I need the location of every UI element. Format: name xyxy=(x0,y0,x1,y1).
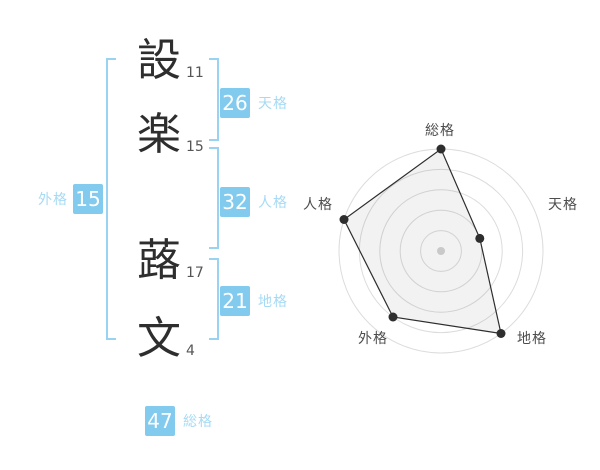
name-character-glyph: 楽 xyxy=(137,109,181,160)
chikaku-bracket xyxy=(209,258,219,340)
gaikaku-score-value: 15 xyxy=(73,184,103,214)
stroke-count-3: 17 xyxy=(186,265,204,281)
tenkaku-bracket xyxy=(209,58,219,141)
radar-ring-2 xyxy=(399,209,483,293)
radar-ring-3 xyxy=(379,189,503,313)
radar-ring-1 xyxy=(420,230,462,272)
tenkaku-score-value: 26 xyxy=(220,88,250,118)
radar-point-4 xyxy=(339,215,349,224)
radar-axis-label-0: 総格 xyxy=(425,123,455,139)
radar-center-dot xyxy=(437,247,445,255)
name-character-glyph: 設 xyxy=(137,35,181,86)
name-character-2: 楽 15 xyxy=(136,109,204,160)
radar-axis-label-2: 地格 xyxy=(517,331,547,347)
jinkaku-score-value: 32 xyxy=(220,187,250,217)
name-character-glyph: 蕗 xyxy=(137,235,181,286)
gaikaku-score-label: 外格 xyxy=(38,192,68,208)
stroke-count-4: 4 xyxy=(186,343,195,359)
radar-point-1 xyxy=(475,233,485,243)
radar-axis-label-1: 天格 xyxy=(548,197,578,213)
jinkaku-score-label: 人格 xyxy=(258,195,288,211)
radar-point-0 xyxy=(436,144,446,154)
gaikaku-bracket xyxy=(106,58,116,340)
radar-axis-label-4: 人格 xyxy=(303,197,333,213)
soukaku-score-label: 総格 xyxy=(183,414,213,430)
name-character-1: 設 11 xyxy=(136,35,204,86)
radar-point-3 xyxy=(388,312,398,322)
stroke-count-2: 15 xyxy=(186,139,204,155)
stroke-count-1: 11 xyxy=(186,65,204,81)
tenkaku-score-chip: 26 天格 xyxy=(220,88,288,118)
name-character-4: 文 4 xyxy=(136,313,195,364)
name-character-3: 蕗 17 xyxy=(136,235,204,286)
chikaku-score-value: 21 xyxy=(220,286,250,316)
soukaku-score-chip: 47 総格 xyxy=(145,406,213,436)
soukaku-score-value: 47 xyxy=(145,406,175,436)
gaikaku-score-chip: 外格 15 xyxy=(38,184,103,214)
chikaku-score-label: 地格 xyxy=(258,294,288,310)
chikaku-score-chip: 21 地格 xyxy=(220,286,288,316)
jinkaku-score-chip: 32 人格 xyxy=(220,187,288,217)
tenkaku-score-label: 天格 xyxy=(258,96,288,112)
radar-axis-label-3: 外格 xyxy=(358,331,388,347)
jinkaku-bracket xyxy=(209,147,219,249)
radar-point-2 xyxy=(496,329,506,338)
name-character-glyph: 文 xyxy=(137,313,181,364)
radar-polygon xyxy=(343,148,502,335)
